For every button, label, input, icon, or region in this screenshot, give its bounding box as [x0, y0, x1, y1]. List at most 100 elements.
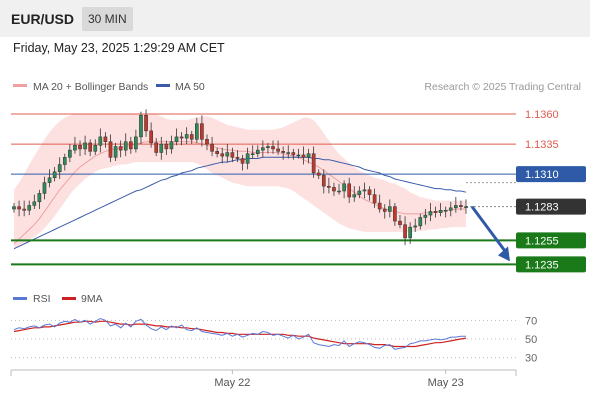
candle-body — [174, 136, 179, 142]
candle-body — [154, 142, 159, 153]
candle-body — [164, 143, 169, 150]
candle-body — [281, 151, 285, 153]
candle-body — [448, 207, 453, 211]
level-label-1.1283: 1.1283 — [525, 202, 559, 214]
candle-body — [372, 194, 377, 204]
forecast-arrow-head — [498, 246, 510, 262]
candle-body — [83, 142, 87, 150]
candle-body — [398, 220, 402, 225]
candle-body — [261, 147, 265, 151]
forecast-arrow — [470, 205, 510, 262]
candle-body — [377, 202, 382, 210]
rsi-level-label: 70 — [525, 315, 537, 327]
rsi-legend: RSI 9MA — [13, 293, 103, 305]
rsi-ma-legend-swatch — [62, 297, 76, 300]
bollinger-bands — [14, 114, 466, 248]
candle-body — [327, 185, 331, 188]
candle-body — [134, 136, 138, 150]
candle-body — [301, 154, 306, 158]
candle-body — [255, 149, 260, 154]
candle-body — [78, 145, 82, 150]
candle-body — [179, 136, 184, 139]
candle-body — [184, 134, 189, 139]
candle-body — [306, 153, 311, 158]
x-axis: May 22 May 23 — [10, 369, 517, 389]
candle-body — [88, 142, 93, 152]
candle-body — [332, 187, 336, 192]
candle-body — [139, 114, 143, 138]
level-badge-1.1310 — [516, 166, 586, 183]
candle-body — [418, 217, 423, 227]
candle-body — [169, 141, 174, 150]
candle-body — [108, 141, 113, 158]
x-tick-label: May 23 — [428, 377, 464, 389]
candle-body — [205, 139, 209, 145]
candle-body — [68, 149, 72, 158]
research-credit: Research © 2025 Trading Central — [424, 81, 581, 93]
forecast-arrow-shaft — [470, 205, 508, 254]
rsi-ma-legend-label: 9MA — [81, 293, 103, 305]
candle-body — [52, 171, 57, 179]
candle-body — [98, 136, 103, 146]
level-label-1.1255: 1.1255 — [525, 235, 559, 247]
ma50-line — [13, 156, 467, 250]
candle-body — [123, 141, 128, 151]
level-badge-1.1283 — [516, 198, 586, 215]
level-label-1.1235: 1.1235 — [525, 259, 559, 271]
candle-body — [403, 224, 407, 239]
candle-body — [423, 214, 428, 218]
level-label-1.1335: 1.1335 — [525, 139, 559, 151]
candle-body — [438, 209, 443, 213]
candle-body — [144, 114, 148, 132]
candle-body — [159, 143, 164, 153]
candle-body — [240, 158, 245, 164]
x-tick-label: May 22 — [214, 377, 250, 389]
rsi-panel: 70 50 30 — [11, 315, 537, 365]
candle-body — [316, 172, 321, 176]
candle-body — [230, 152, 235, 158]
candle-body — [17, 206, 21, 210]
timeframe-button[interactable]: 30 MIN — [82, 7, 133, 31]
candle-body — [235, 157, 240, 159]
candle-body — [189, 134, 194, 140]
candle-body — [337, 190, 341, 193]
candle-body — [408, 226, 412, 239]
candle-body — [200, 123, 204, 140]
ma20-legend-label: MA 20 + Bollinger Bands — [33, 81, 148, 93]
bollinger-band-area — [14, 114, 466, 248]
level-badge-1.1235 — [516, 256, 586, 273]
candle-body — [454, 205, 458, 209]
candle-body — [433, 211, 438, 213]
candle-body — [413, 225, 418, 228]
candle-body — [195, 123, 199, 140]
candle-body — [387, 206, 392, 212]
chart-timestamp: Friday, May 23, 2025 1:29:29 AM CET — [13, 41, 225, 55]
candle-body — [220, 153, 225, 157]
ma20-legend-swatch — [13, 84, 27, 87]
ma50-legend-label: MA 50 — [175, 81, 205, 93]
candle-body — [266, 146, 270, 148]
candle-body — [103, 136, 108, 142]
candle-body — [47, 177, 52, 183]
candle-body — [210, 143, 214, 152]
candle-body — [113, 146, 118, 158]
level-label-1.1310: 1.1310 — [525, 169, 559, 181]
candle-body — [382, 208, 387, 212]
candle-body — [128, 141, 133, 150]
candle-body — [428, 211, 433, 216]
candle-body — [250, 153, 255, 155]
level-badge-1.1255 — [516, 232, 586, 249]
candle-body — [93, 145, 98, 152]
candle-body — [459, 205, 463, 207]
candle-body — [352, 194, 357, 198]
candle-body — [271, 146, 275, 150]
candle-body — [286, 152, 291, 154]
candle-body — [57, 164, 62, 173]
candle-body — [464, 206, 468, 208]
price-levels — [11, 113, 516, 266]
candle-body — [149, 130, 153, 144]
candle-body — [321, 175, 326, 187]
candle-body — [367, 189, 372, 195]
candles — [12, 109, 468, 246]
